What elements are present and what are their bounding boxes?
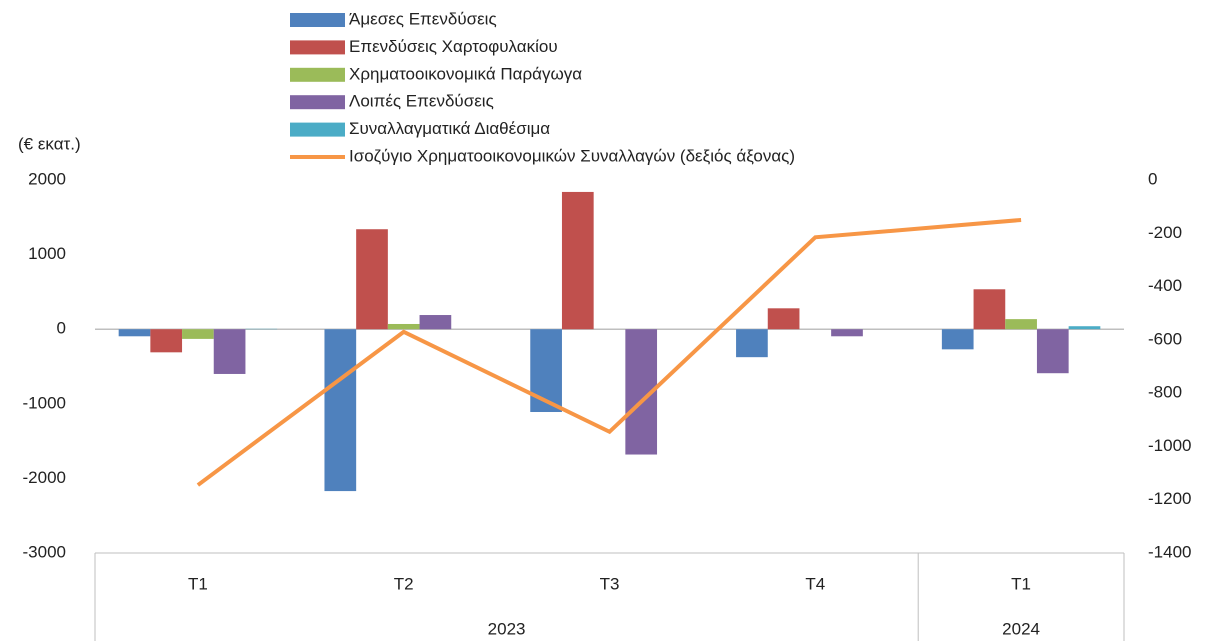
y-tick-label: 2000 <box>28 169 66 188</box>
y-tick-label: -1000 <box>23 393 66 412</box>
bar <box>973 289 1006 330</box>
legend-label: Ισοζύγιο Χρηματοοικονομικών Συναλλαγών (… <box>349 146 795 165</box>
y2-tick-label: -600 <box>1148 329 1182 348</box>
bar <box>831 329 863 337</box>
bar <box>767 308 800 330</box>
bar <box>150 329 183 353</box>
y2-tick-label: -200 <box>1148 223 1182 242</box>
bar <box>387 323 420 330</box>
legend-label: Άμεσες Επενδύσεις <box>349 9 497 28</box>
y-tick-label: -2000 <box>23 468 66 487</box>
bar <box>118 329 151 337</box>
bar <box>213 329 246 374</box>
x-tick-label: T1 <box>1011 574 1031 593</box>
y2-tick-label: -1000 <box>1148 436 1191 455</box>
legend-swatch <box>290 95 345 110</box>
y-axis-label: (€ εκατ.) <box>18 134 81 153</box>
y2-tick-label: -400 <box>1148 276 1182 295</box>
bar <box>419 315 452 330</box>
y2-tick-label: -800 <box>1148 383 1182 402</box>
bar <box>356 229 388 330</box>
group-label: 2024 <box>1002 619 1040 638</box>
bar <box>736 329 768 358</box>
legend-label: Χρηματοοικονομικά Παράγωγα <box>349 64 582 83</box>
bar <box>1005 319 1037 330</box>
bar <box>1068 326 1101 330</box>
legend-swatch <box>290 122 345 137</box>
bar <box>941 329 974 350</box>
legend-swatch <box>290 40 345 55</box>
y2-tick-label: -1200 <box>1148 489 1191 508</box>
x-tick-label: T2 <box>394 574 414 593</box>
y-tick-label: -3000 <box>23 542 66 561</box>
y-tick-label: 0 <box>57 319 66 338</box>
legend-swatch <box>290 67 345 82</box>
x-tick-label: T1 <box>188 574 208 593</box>
legend-label: Επενδύσεις Χαρτοφυλακίου <box>349 37 558 56</box>
x-tick-label: T4 <box>805 574 825 593</box>
bar <box>530 329 562 413</box>
group-label: 2023 <box>488 619 526 638</box>
line <box>196 217 1022 487</box>
y2-tick-label: 0 <box>1148 169 1157 188</box>
bar <box>561 191 594 330</box>
x-tick-label: T3 <box>600 574 620 593</box>
y-tick-label: 1000 <box>28 244 66 263</box>
bar <box>182 329 214 339</box>
y2-tick-label: -1400 <box>1148 542 1191 561</box>
legend-label: Λοιπές Επενδύσεις <box>349 92 494 111</box>
bar <box>1036 329 1069 374</box>
bar <box>324 329 357 492</box>
legend-label: Συναλλαγματικά Διαθέσιμα <box>349 119 550 138</box>
legend-swatch <box>290 13 345 27</box>
